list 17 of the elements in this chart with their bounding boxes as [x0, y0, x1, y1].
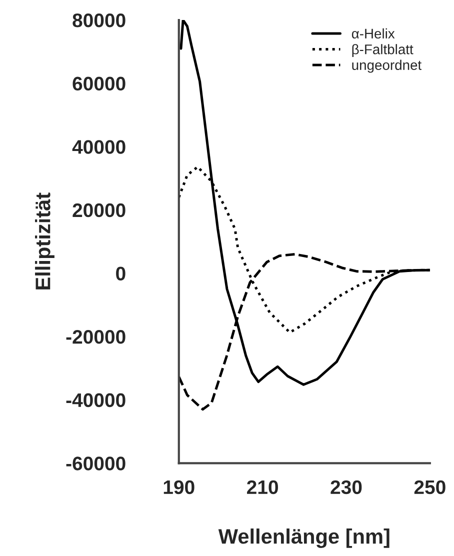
legend-label: β-Faltblatt [352, 44, 414, 58]
y-tick-label: -40000 [66, 393, 126, 408]
y-tick-label: 60000 [72, 76, 126, 91]
legend-label: α-Helix [352, 28, 395, 39]
y-tick-label: -60000 [66, 456, 126, 470]
y-tick-label: 0 [116, 266, 126, 280]
x-tick-label: 250 [414, 480, 446, 494]
y-tick-label: -20000 [66, 330, 126, 344]
x-tick-label: 190 [164, 480, 194, 494]
legend-label: ungeordnet [352, 60, 422, 73]
x-tick-label: 230 [330, 480, 362, 494]
y-tick-label: 40000 [72, 140, 126, 154]
x-axis-title: Wellenlänge [nm] [218, 528, 390, 548]
y-tick-label: 20000 [72, 203, 126, 218]
x-tick-label: 210 [247, 480, 278, 494]
y-axis-title: Elliptizität [35, 192, 54, 290]
y-tick-label: 80000 [72, 13, 126, 28]
